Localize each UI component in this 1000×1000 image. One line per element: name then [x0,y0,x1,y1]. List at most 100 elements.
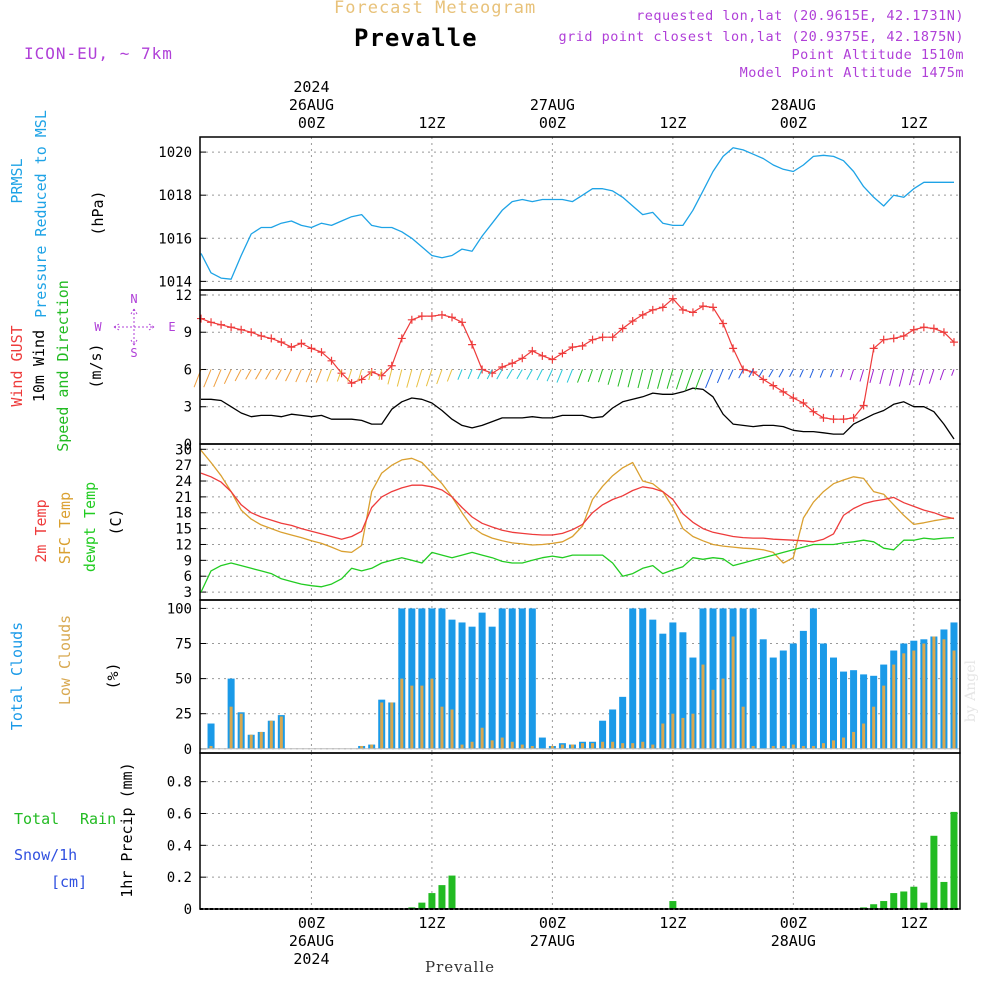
total-clouds-bar [769,657,777,749]
gust-line [200,298,955,420]
low-clouds-bar [932,636,936,749]
wind-direction-vane [830,369,834,378]
total-clouds-bar [619,696,627,749]
compass-south: S [130,346,137,360]
wind-direction-vane [477,369,483,380]
gust-marker [608,333,617,342]
low-clouds-bar [390,702,394,749]
low-clouds-bar [741,706,745,749]
gust-marker [889,334,898,343]
total-clouds-bar [830,657,838,749]
sfc-temp-line [200,449,955,564]
gust-marker [588,335,597,344]
total-clouds-bar [458,622,466,749]
top-time-label: 12Z [900,114,927,132]
low-clouds-bar [731,636,735,749]
wind-direction-vane [506,369,513,380]
wind-direction-vane [378,369,383,381]
wind-direction-vane [295,369,302,383]
total-clouds-bar [759,639,767,749]
y-tick-label: 3 [184,585,192,601]
low-clouds-bar [922,643,926,749]
total-clouds-bar [799,630,807,749]
y-tick-label: 6 [184,362,192,378]
gust-marker [779,387,788,396]
gust-marker [217,320,226,329]
grid-coords: grid point closest lon,lat (20.9375E, 42… [558,29,964,45]
wind-direction-vane [556,369,563,383]
pressure-msl-label: Pressure Reduced to MSL [32,110,50,318]
top-time-label: 27AUG [530,96,575,114]
wind-direction-vane [859,369,865,382]
wind-direction-vane [768,369,774,378]
low-clouds-bar [269,720,273,749]
total-clouds-bar [840,671,848,749]
y-tick-label: 0.4 [167,838,192,854]
total-clouds-bar [207,723,215,749]
total-clouds-bar [418,608,426,749]
low-clouds-bar [279,716,283,749]
total-clouds-bar [488,626,496,749]
gust-marker [678,305,687,314]
wind-direction-vane [597,369,604,383]
rain-bar [950,811,958,909]
wind-direction-vane [918,369,925,386]
top-time-label: 12Z [659,114,686,132]
low-clouds-bar [470,741,474,749]
total-clouds-bar [438,608,446,749]
total-clouds-bar [669,622,677,749]
total-clouds-label: Total Clouds [8,622,26,730]
wind-direction-vane [809,369,814,379]
gust-marker [668,294,677,303]
gust-marker [417,312,426,321]
rain-bar [890,893,898,909]
gust-marker [829,415,838,424]
wind-direction-vane [446,369,453,382]
gust-marker [759,375,768,384]
low-clouds-label: Low Clouds [56,615,74,705]
gust-marker [949,338,958,347]
10m-wind-line [201,387,955,440]
wind-direction-vane [758,369,764,378]
low-clouds-bar [721,678,725,749]
y-tick-label: 1018 [158,188,192,204]
gust-marker [658,303,667,312]
y-tick-label: 9 [184,325,192,341]
gust-marker [377,371,386,380]
gust-marker [789,394,798,403]
y-tick-label: 6 [184,569,192,585]
top-time-label: 00Z [780,114,807,132]
compass-rose [113,308,155,346]
total-clouds-bar [398,608,406,749]
wind-direction-vane [265,369,272,380]
gust-marker [478,365,487,374]
total-rain-label-rain: Rain [80,810,116,828]
gust-marker [227,323,236,332]
y-tick-label: 24 [175,474,192,490]
y-tick-label: 21 [175,490,192,506]
y-tick-label: 9 [184,553,192,569]
low-clouds-bar [912,650,916,749]
model-label: ICON-EU, ~ 7km [24,44,173,63]
y-tick-label: 12 [175,537,192,553]
total-clouds-bar [448,619,456,749]
wind-direction-vane [368,369,373,381]
total-clouds-bar [679,632,687,749]
rain-bar [870,904,878,909]
total-clouds-bar [639,608,647,749]
wind-direction-vane [347,369,353,382]
total-clouds-bar [709,608,717,749]
low-clouds-bar [560,744,564,749]
low-clouds-bar [671,713,675,749]
low-clouds-bar [209,745,213,749]
top-time-label: 26AUG [289,96,334,114]
y-tick-label: 50 [175,672,192,688]
low-clouds-bar [550,745,554,749]
low-clouds-bar [510,741,514,749]
low-clouds-bar [691,713,695,749]
low-clouds-bar [651,744,655,749]
low-clouds-bar [500,737,504,749]
wind-direction-vane [716,369,724,384]
wind-direction-vane [566,369,573,383]
